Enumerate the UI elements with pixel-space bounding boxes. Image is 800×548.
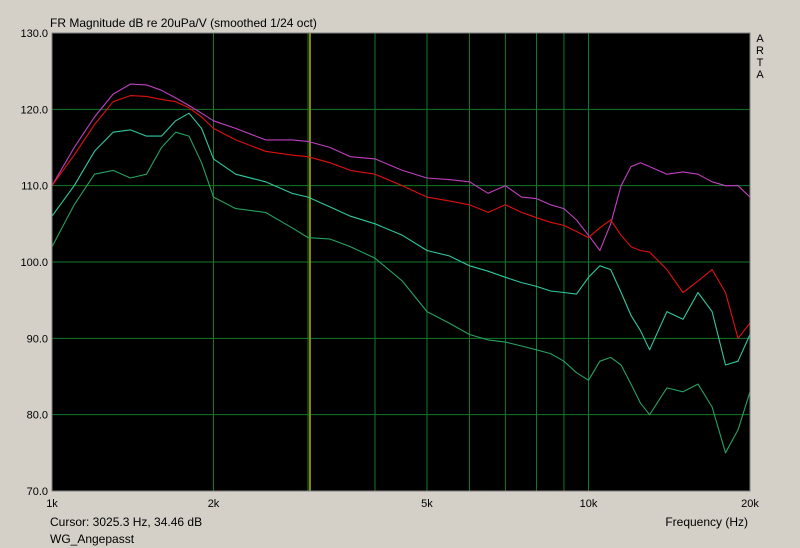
cursor-readout: Cursor: 3025.3 Hz, 34.46 dB — [50, 515, 203, 529]
dataset-name: WG_Angepasst — [50, 532, 135, 546]
y-tick-label: 70.0 — [27, 486, 48, 498]
x-tick-label: 2k — [208, 498, 220, 510]
grid — [52, 33, 751, 491]
series-line-2 — [51, 95, 751, 339]
series-line-3 — [51, 112, 751, 366]
frequency-response-plot[interactable]: 70.0 80.0 90.0 100.0 110.0 120.0 130.0 1k 2k 5k 10… — [0, 0, 800, 512]
y-tick-label: 90.0 — [27, 333, 48, 345]
x-tick-label: 5k — [421, 498, 433, 510]
y-tick-label: 80.0 — [27, 410, 48, 422]
series-layer — [51, 83, 751, 454]
series-line-4 — [51, 131, 751, 454]
y-tick-label: 100.0 — [20, 257, 48, 269]
y-tick-label: 110.0 — [21, 181, 48, 193]
brand-letter: A — [756, 33, 764, 45]
chart-title: FR Magnitude dB re 20uPa/V (smoothed 1/2… — [50, 16, 317, 30]
x-tick-label: 1k — [46, 498, 58, 510]
brand-letter: A — [756, 69, 764, 81]
plot-border — [51, 32, 751, 492]
y-tick-label: 120.0 — [20, 104, 48, 116]
x-axis-label: Frequency (Hz) — [665, 515, 748, 529]
tick-labels: 70.0 80.0 90.0 100.0 110.0 120.0 130.0 1k 2k 5k 10… — [20, 28, 759, 510]
brand-letter: R — [756, 45, 764, 57]
y-tick-label: 130.0 — [20, 28, 48, 40]
arta-logo: A R T A — [754, 33, 766, 81]
x-tick-label: 10k — [580, 498, 598, 510]
x-tick-label: 20k — [741, 498, 759, 510]
series-line-1 — [51, 83, 751, 252]
brand-letter: T — [756, 57, 764, 69]
